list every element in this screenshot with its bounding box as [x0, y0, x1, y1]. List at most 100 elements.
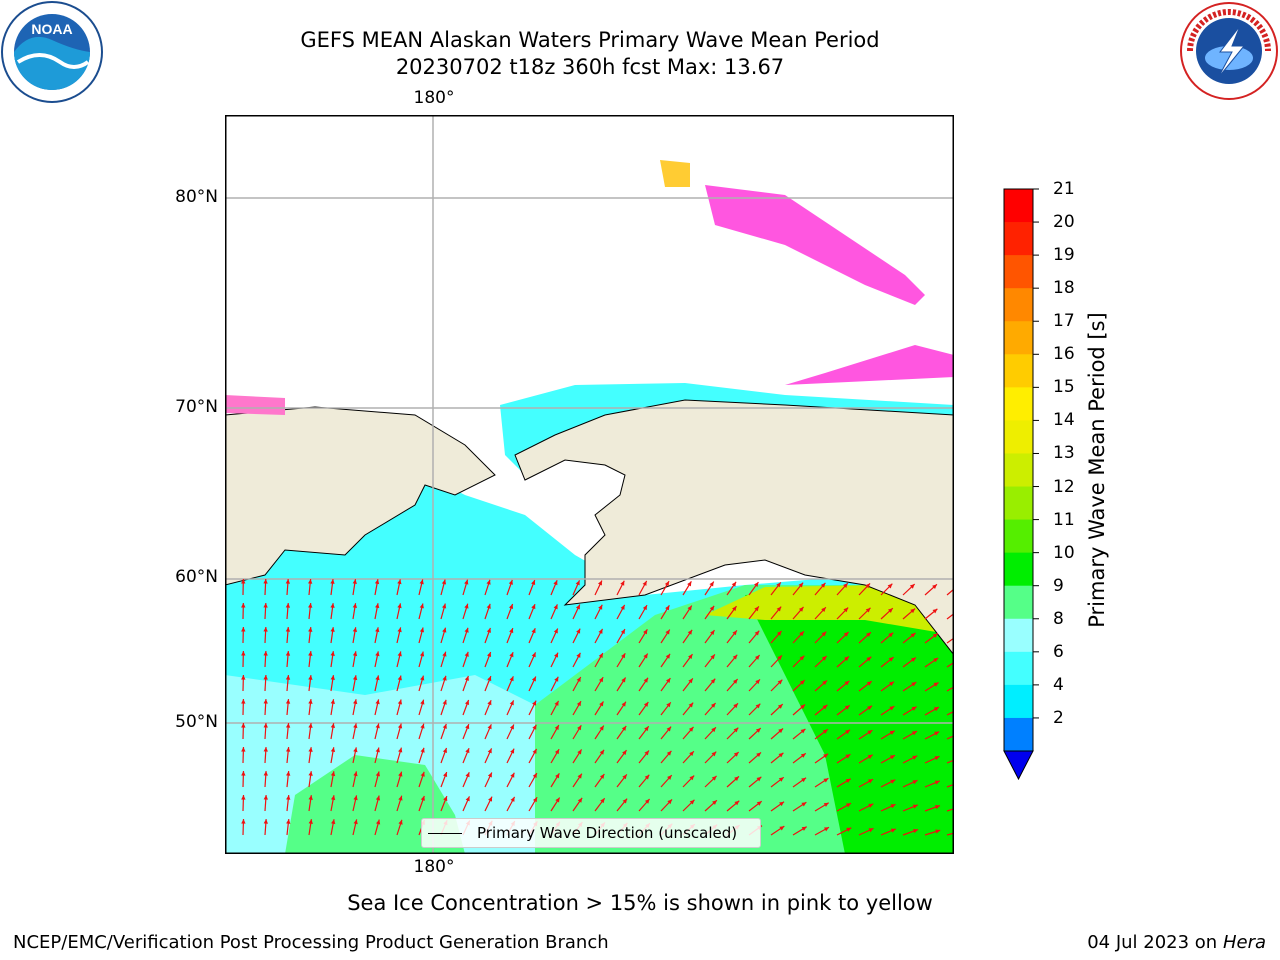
wave-arrow-head	[798, 606, 804, 612]
colorbar-tick-label: 9	[1053, 575, 1064, 596]
wave-arrow-head	[665, 605, 670, 611]
wave-arrow-head	[442, 723, 447, 729]
wave-arrow-head	[554, 749, 560, 755]
wave-arrow-head	[465, 772, 470, 778]
wave-arrow-head	[263, 675, 268, 680]
colorbar-tick-label: 17	[1053, 311, 1075, 332]
wave-arrow-head	[755, 703, 761, 709]
chart-title: GEFS MEAN Alaskan Waters Primary Wave Me…	[300, 28, 880, 52]
wave-arrow-head	[575, 604, 580, 610]
wave-arrow-head	[844, 656, 849, 662]
wave-arrow-head	[420, 747, 425, 753]
wave-arrow-head	[509, 700, 514, 706]
wave-arrow-head	[510, 748, 515, 754]
wave-arrow	[946, 710, 954, 716]
wave-arrow-head	[531, 652, 536, 658]
colorbar-segment	[1004, 486, 1033, 521]
wave-arrow-head	[890, 804, 896, 809]
wave-arrow-head	[889, 730, 895, 735]
colorbar-segment	[1004, 717, 1033, 752]
wave-arrow-head	[778, 752, 784, 758]
colorbar-label: Primary Wave Mean Period [s]	[1085, 312, 1109, 628]
sea-ice-west	[225, 395, 285, 415]
wave-arrow-head	[374, 579, 380, 585]
wave-arrow-head	[488, 796, 493, 802]
wave-arrow-head	[687, 629, 693, 635]
wave-arrow-head	[843, 631, 849, 637]
wave-arrow-head	[375, 699, 380, 705]
wave-arrow-head	[621, 725, 627, 731]
wave-arrow-head	[801, 802, 807, 807]
wave-arrow-head	[599, 701, 604, 707]
wave-arrow-head	[532, 700, 537, 706]
wave-arrow-head	[330, 747, 336, 753]
wave-arrow-head	[822, 680, 828, 686]
wave-arrow-head	[352, 579, 357, 584]
legend-label: Primary Wave Direction (unscaled)	[477, 824, 738, 842]
wave-arrow-head	[824, 827, 829, 832]
wave-arrow-head	[419, 627, 425, 633]
lat-label-80n: 80°N	[175, 187, 218, 207]
wave-arrow-head	[799, 655, 805, 661]
wave-arrow-head	[441, 579, 447, 585]
wave-arrow-head	[911, 731, 917, 736]
wave-arrow-head	[285, 579, 291, 584]
wave-arrow-head	[734, 800, 740, 806]
wave-arrow-head	[666, 678, 671, 683]
wave-arrow-head	[732, 654, 738, 660]
wave-arrow-head	[241, 723, 246, 728]
wave-arrow-head	[933, 657, 939, 663]
wave-arrow-head	[687, 581, 692, 587]
wave-arrow-head	[867, 705, 873, 711]
wave-arrow-head	[285, 603, 291, 608]
wave-arrow-head	[308, 795, 313, 800]
wave-arrow-head	[667, 775, 672, 780]
wave-arrow-head	[598, 677, 604, 683]
wave-arrow-head	[665, 653, 671, 659]
wave-arrow-head	[711, 751, 717, 757]
colorbar-tick-label: 21	[1053, 179, 1075, 199]
wave-arrow-head	[330, 675, 335, 680]
wave-arrow-head	[577, 797, 583, 803]
wave-arrow-head	[331, 819, 336, 825]
wave-arrow-head	[576, 701, 581, 707]
wave-arrow-head	[397, 603, 402, 609]
wave-arrow-head	[823, 753, 829, 759]
wave-arrow-head	[779, 801, 785, 807]
sea-ice-footnote: Sea Ice Concentration > 15% is shown in …	[347, 891, 933, 915]
wave-arrow-head	[486, 627, 491, 633]
lat-label-60n: 60°N	[175, 567, 218, 587]
colorbar-tick-label: 14	[1053, 410, 1075, 431]
colorbar-tick-label: 16	[1053, 344, 1075, 365]
wave-arrow-head	[375, 819, 381, 825]
wave-arrow-head	[777, 704, 783, 709]
wave-arrow-head	[509, 628, 514, 634]
wave-arrow-head	[554, 725, 559, 731]
wave-arrow-head	[241, 651, 246, 656]
colorbar-tick-label: 20	[1053, 212, 1075, 233]
wave-arrow-head	[911, 706, 917, 711]
wave-arrow-head	[510, 796, 515, 802]
wave-arrow-head	[352, 627, 358, 633]
wave-arrow-head	[909, 584, 915, 589]
wave-arrow-head	[397, 723, 403, 729]
wave-arrow-head	[843, 607, 849, 613]
wave-arrow	[946, 783, 954, 788]
wave-arrow-head	[778, 728, 784, 734]
wave-arrow-head	[776, 606, 782, 612]
colorbar-segment	[1004, 354, 1033, 388]
wave-arrow-head	[866, 681, 872, 686]
wave-arrow-head	[867, 730, 873, 735]
wave-arrow-head	[622, 750, 627, 756]
wave-arrow	[946, 735, 954, 740]
wave-arrow-head	[508, 604, 514, 609]
wave-arrow-head	[420, 771, 425, 777]
wave-arrow-head	[599, 749, 605, 755]
wave-arrow-head	[800, 753, 806, 758]
wave-arrow	[946, 759, 954, 764]
wave-arrow-head	[800, 728, 806, 734]
green-patch-sw	[285, 755, 465, 854]
wave-arrow-head	[644, 798, 650, 804]
wave-arrow-head	[888, 632, 894, 638]
wave-arrow-head	[531, 628, 536, 634]
